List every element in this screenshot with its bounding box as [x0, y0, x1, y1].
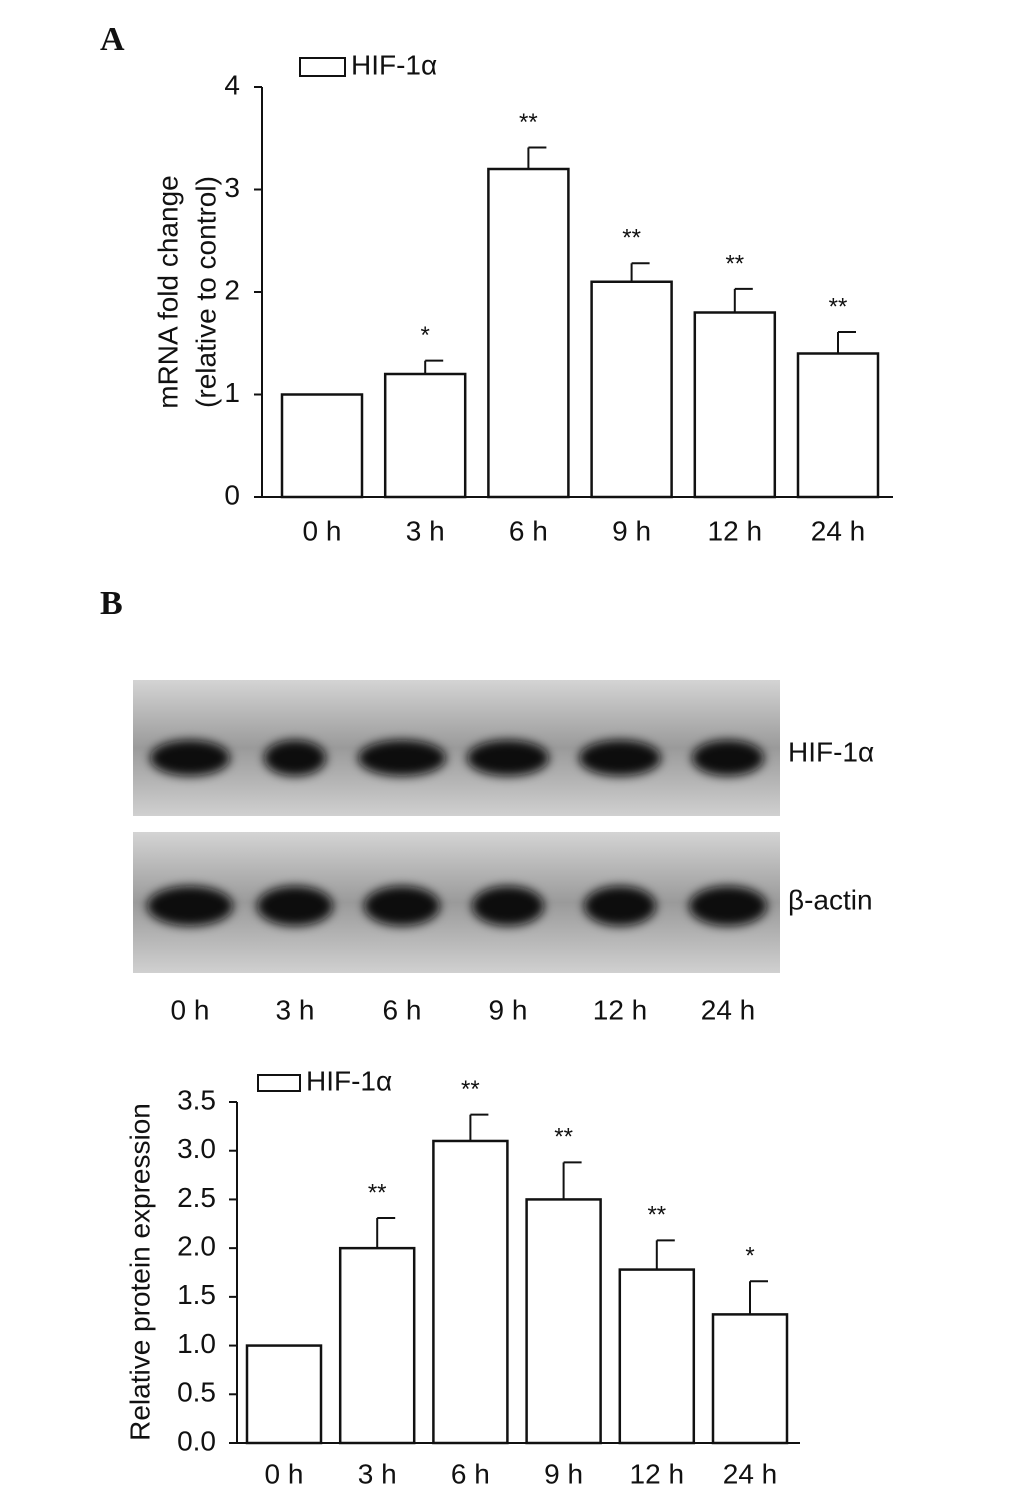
significance-label: ** [725, 250, 744, 277]
legend-label: HIF-1α [351, 49, 437, 80]
blot-band [579, 740, 661, 776]
bar [711, 1313, 789, 1445]
bar [525, 1198, 602, 1445]
blot-band [689, 886, 767, 926]
x-tick-label: 0 h [265, 1458, 304, 1489]
blot-band [358, 740, 446, 776]
x-tick-label: 24 h [811, 515, 866, 546]
y-tick-label: 3.5 [177, 1084, 216, 1115]
y-tick-label: 0 [224, 479, 240, 510]
x-tick-label: 9 h [544, 1458, 583, 1489]
blot-band [364, 886, 440, 926]
blot-band [147, 886, 233, 926]
y-axis-label: (relative to control) [190, 176, 221, 408]
x-tick-label: 6 h [509, 515, 548, 546]
legend-label: HIF-1α [306, 1065, 392, 1096]
blot-band [264, 740, 326, 776]
blot-background [133, 680, 780, 816]
blot-band [584, 886, 656, 926]
blot-band [472, 886, 544, 926]
significance-label: * [421, 322, 430, 349]
y-tick-label: 1.0 [177, 1328, 216, 1359]
blot-lane-label: 0 h [171, 994, 210, 1025]
blot-band [467, 740, 549, 776]
legend-swatch [257, 1074, 301, 1092]
blot-band [692, 740, 764, 776]
significance-label: ** [829, 293, 848, 320]
y-tick-label: 1.5 [177, 1279, 216, 1310]
bar [280, 393, 364, 499]
y-tick-label: 2.5 [177, 1182, 216, 1213]
blot-background [133, 832, 780, 973]
y-axis-label: mRNA fold change [152, 175, 183, 408]
y-tick-label: 4 [224, 69, 240, 100]
legend-swatch [299, 57, 346, 77]
blot-lane-label: 6 h [383, 994, 422, 1025]
x-tick-label: 3 h [406, 515, 445, 546]
x-tick-label: 0 h [303, 515, 342, 546]
significance-label: ** [622, 225, 641, 252]
y-tick-label: 3 [224, 172, 240, 203]
panel-label: B [100, 585, 123, 622]
significance-label: ** [554, 1124, 573, 1151]
panel-label: A [100, 21, 125, 58]
bar [338, 1246, 416, 1445]
y-tick-label: 0.5 [177, 1377, 216, 1408]
x-tick-label: 6 h [451, 1458, 490, 1489]
y-tick-label: 2 [224, 274, 240, 305]
y-axis-label: Relative protein expression [124, 1103, 155, 1441]
significance-label: ** [461, 1076, 480, 1103]
y-tick-label: 2.0 [177, 1231, 216, 1262]
blot-row-label: HIF-1α [788, 736, 874, 767]
x-tick-label: 12 h [630, 1458, 685, 1489]
x-tick-label: 3 h [358, 1458, 397, 1489]
bar [796, 352, 880, 499]
blot-row-label: β-actin [788, 884, 873, 915]
y-tick-label: 3.0 [177, 1133, 216, 1164]
x-tick-label: 9 h [612, 515, 651, 546]
x-tick-label: 12 h [708, 515, 763, 546]
bar [487, 167, 570, 499]
bar [618, 1268, 696, 1445]
bar [432, 1139, 509, 1445]
bar [383, 372, 467, 499]
blot-lane-label: 12 h [593, 994, 648, 1025]
significance-label: ** [647, 1202, 666, 1229]
significance-label: ** [519, 109, 538, 136]
significance-label: ** [368, 1179, 387, 1206]
bar [693, 311, 777, 499]
y-tick-label: 0.0 [177, 1425, 216, 1456]
blot-band [257, 886, 333, 926]
blot-lane-label: 3 h [276, 994, 315, 1025]
x-tick-label: 24 h [723, 1458, 778, 1489]
bar [590, 280, 673, 499]
significance-label: * [745, 1243, 754, 1270]
blot-band [150, 740, 230, 776]
bar [245, 1344, 323, 1445]
blot-lane-label: 9 h [489, 994, 528, 1025]
y-tick-label: 1 [224, 377, 240, 408]
blot-lane-label: 24 h [701, 994, 756, 1025]
